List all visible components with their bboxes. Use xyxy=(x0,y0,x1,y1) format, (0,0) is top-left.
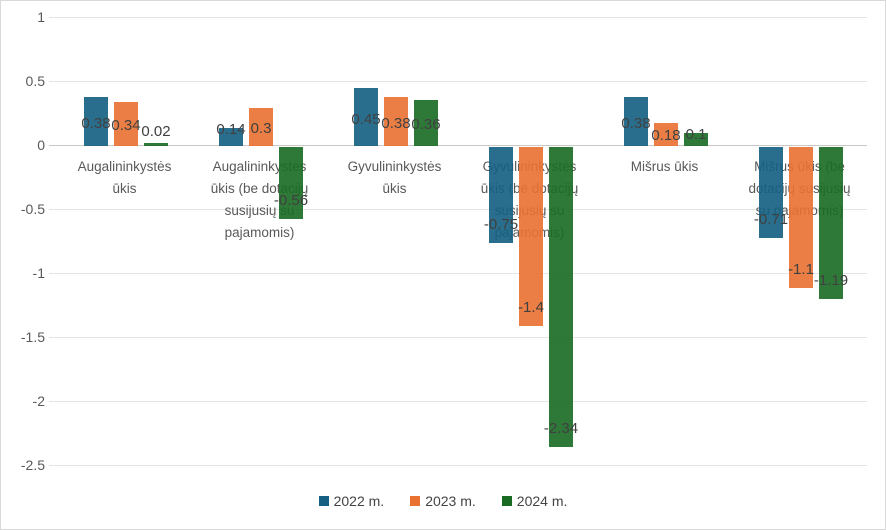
gridline xyxy=(49,401,867,402)
data-label: 0.1 xyxy=(685,126,707,143)
legend-label: 2023 m. xyxy=(425,493,476,509)
bar-2023m-cat3 xyxy=(519,147,543,326)
bar-2022m-cat1 xyxy=(219,128,243,146)
data-label: 0.18 xyxy=(651,127,681,144)
data-label: 0.14 xyxy=(216,121,246,138)
data-label: 0.34 xyxy=(111,117,141,134)
legend-item-2023m: 2023 m. xyxy=(410,493,476,509)
legend-label: 2022 m. xyxy=(333,493,385,509)
data-label: 0.45 xyxy=(351,111,381,128)
bar-2022m-cat3 xyxy=(489,147,513,243)
bar-2022m-cat5 xyxy=(759,147,783,238)
bar-2023m-cat0 xyxy=(114,102,138,146)
legend-swatch-icon xyxy=(318,496,329,506)
bar-2024m-cat3 xyxy=(549,147,573,447)
y-axis-tick-label: -2.5 xyxy=(20,457,45,473)
gridline xyxy=(49,337,867,338)
bar-2023m-cat4 xyxy=(654,123,678,146)
data-label: -0.56 xyxy=(273,192,309,209)
data-label: -0.71 xyxy=(753,211,789,228)
data-label: 0.3 xyxy=(250,120,272,137)
bar-2024m-cat1 xyxy=(279,147,303,219)
data-label: 0.38 xyxy=(381,115,411,132)
data-label: 0.38 xyxy=(621,115,651,132)
bar-2024m-cat2 xyxy=(414,100,438,146)
gridline xyxy=(49,273,867,274)
legend: 2022 m. 2023 m. 2024 m. xyxy=(1,490,885,512)
data-label: -2.34 xyxy=(543,420,579,437)
legend-label: 2024 m. xyxy=(516,493,568,509)
category-label: Gyvulininkystės ūkis xyxy=(347,159,442,196)
bar-2024m-cat0 xyxy=(144,143,168,146)
data-label: 0.02 xyxy=(141,123,171,140)
legend-swatch-icon xyxy=(501,496,512,506)
data-label: -1.4 xyxy=(518,299,544,316)
y-axis-tick-label: 0 xyxy=(37,137,45,153)
y-axis-tick-label: 0.5 xyxy=(25,73,45,89)
bar-2024m-cat4 xyxy=(684,133,708,146)
gridline xyxy=(49,465,867,466)
gridline xyxy=(49,81,867,82)
gridline xyxy=(49,17,867,18)
category-label: Augalininkystės ūkis xyxy=(77,159,172,196)
y-axis-tick-label: -1 xyxy=(32,265,45,281)
legend-swatch-icon xyxy=(410,496,421,506)
zero-axis-line xyxy=(49,145,867,146)
legend-item-2024m: 2024 m. xyxy=(501,493,568,509)
data-label: -1.19 xyxy=(813,272,849,289)
bar-2024m-cat5 xyxy=(819,147,843,299)
y-axis-tick-label: -0.5 xyxy=(20,201,45,217)
data-label: -0.75 xyxy=(483,216,519,233)
bar-2022m-cat2 xyxy=(354,88,378,146)
data-label: 0.38 xyxy=(81,115,111,132)
bar-2023m-cat2 xyxy=(384,97,408,146)
bar-2023m-cat5 xyxy=(789,147,813,288)
y-axis-tick-label: -1.5 xyxy=(20,329,45,345)
gridline xyxy=(49,209,867,210)
data-label: -1.1 xyxy=(788,261,814,278)
bar-2022m-cat4 xyxy=(624,97,648,146)
legend-item-2022m: 2022 m. xyxy=(318,493,385,509)
bar-2023m-cat1 xyxy=(249,108,273,146)
y-axis-tick-label: 1 xyxy=(37,9,45,25)
data-label: 0.36 xyxy=(411,116,441,133)
category-label: Mišrus ūkis xyxy=(630,159,699,174)
y-axis-tick-label: -2 xyxy=(32,393,45,409)
bar-2022m-cat0 xyxy=(84,97,108,146)
